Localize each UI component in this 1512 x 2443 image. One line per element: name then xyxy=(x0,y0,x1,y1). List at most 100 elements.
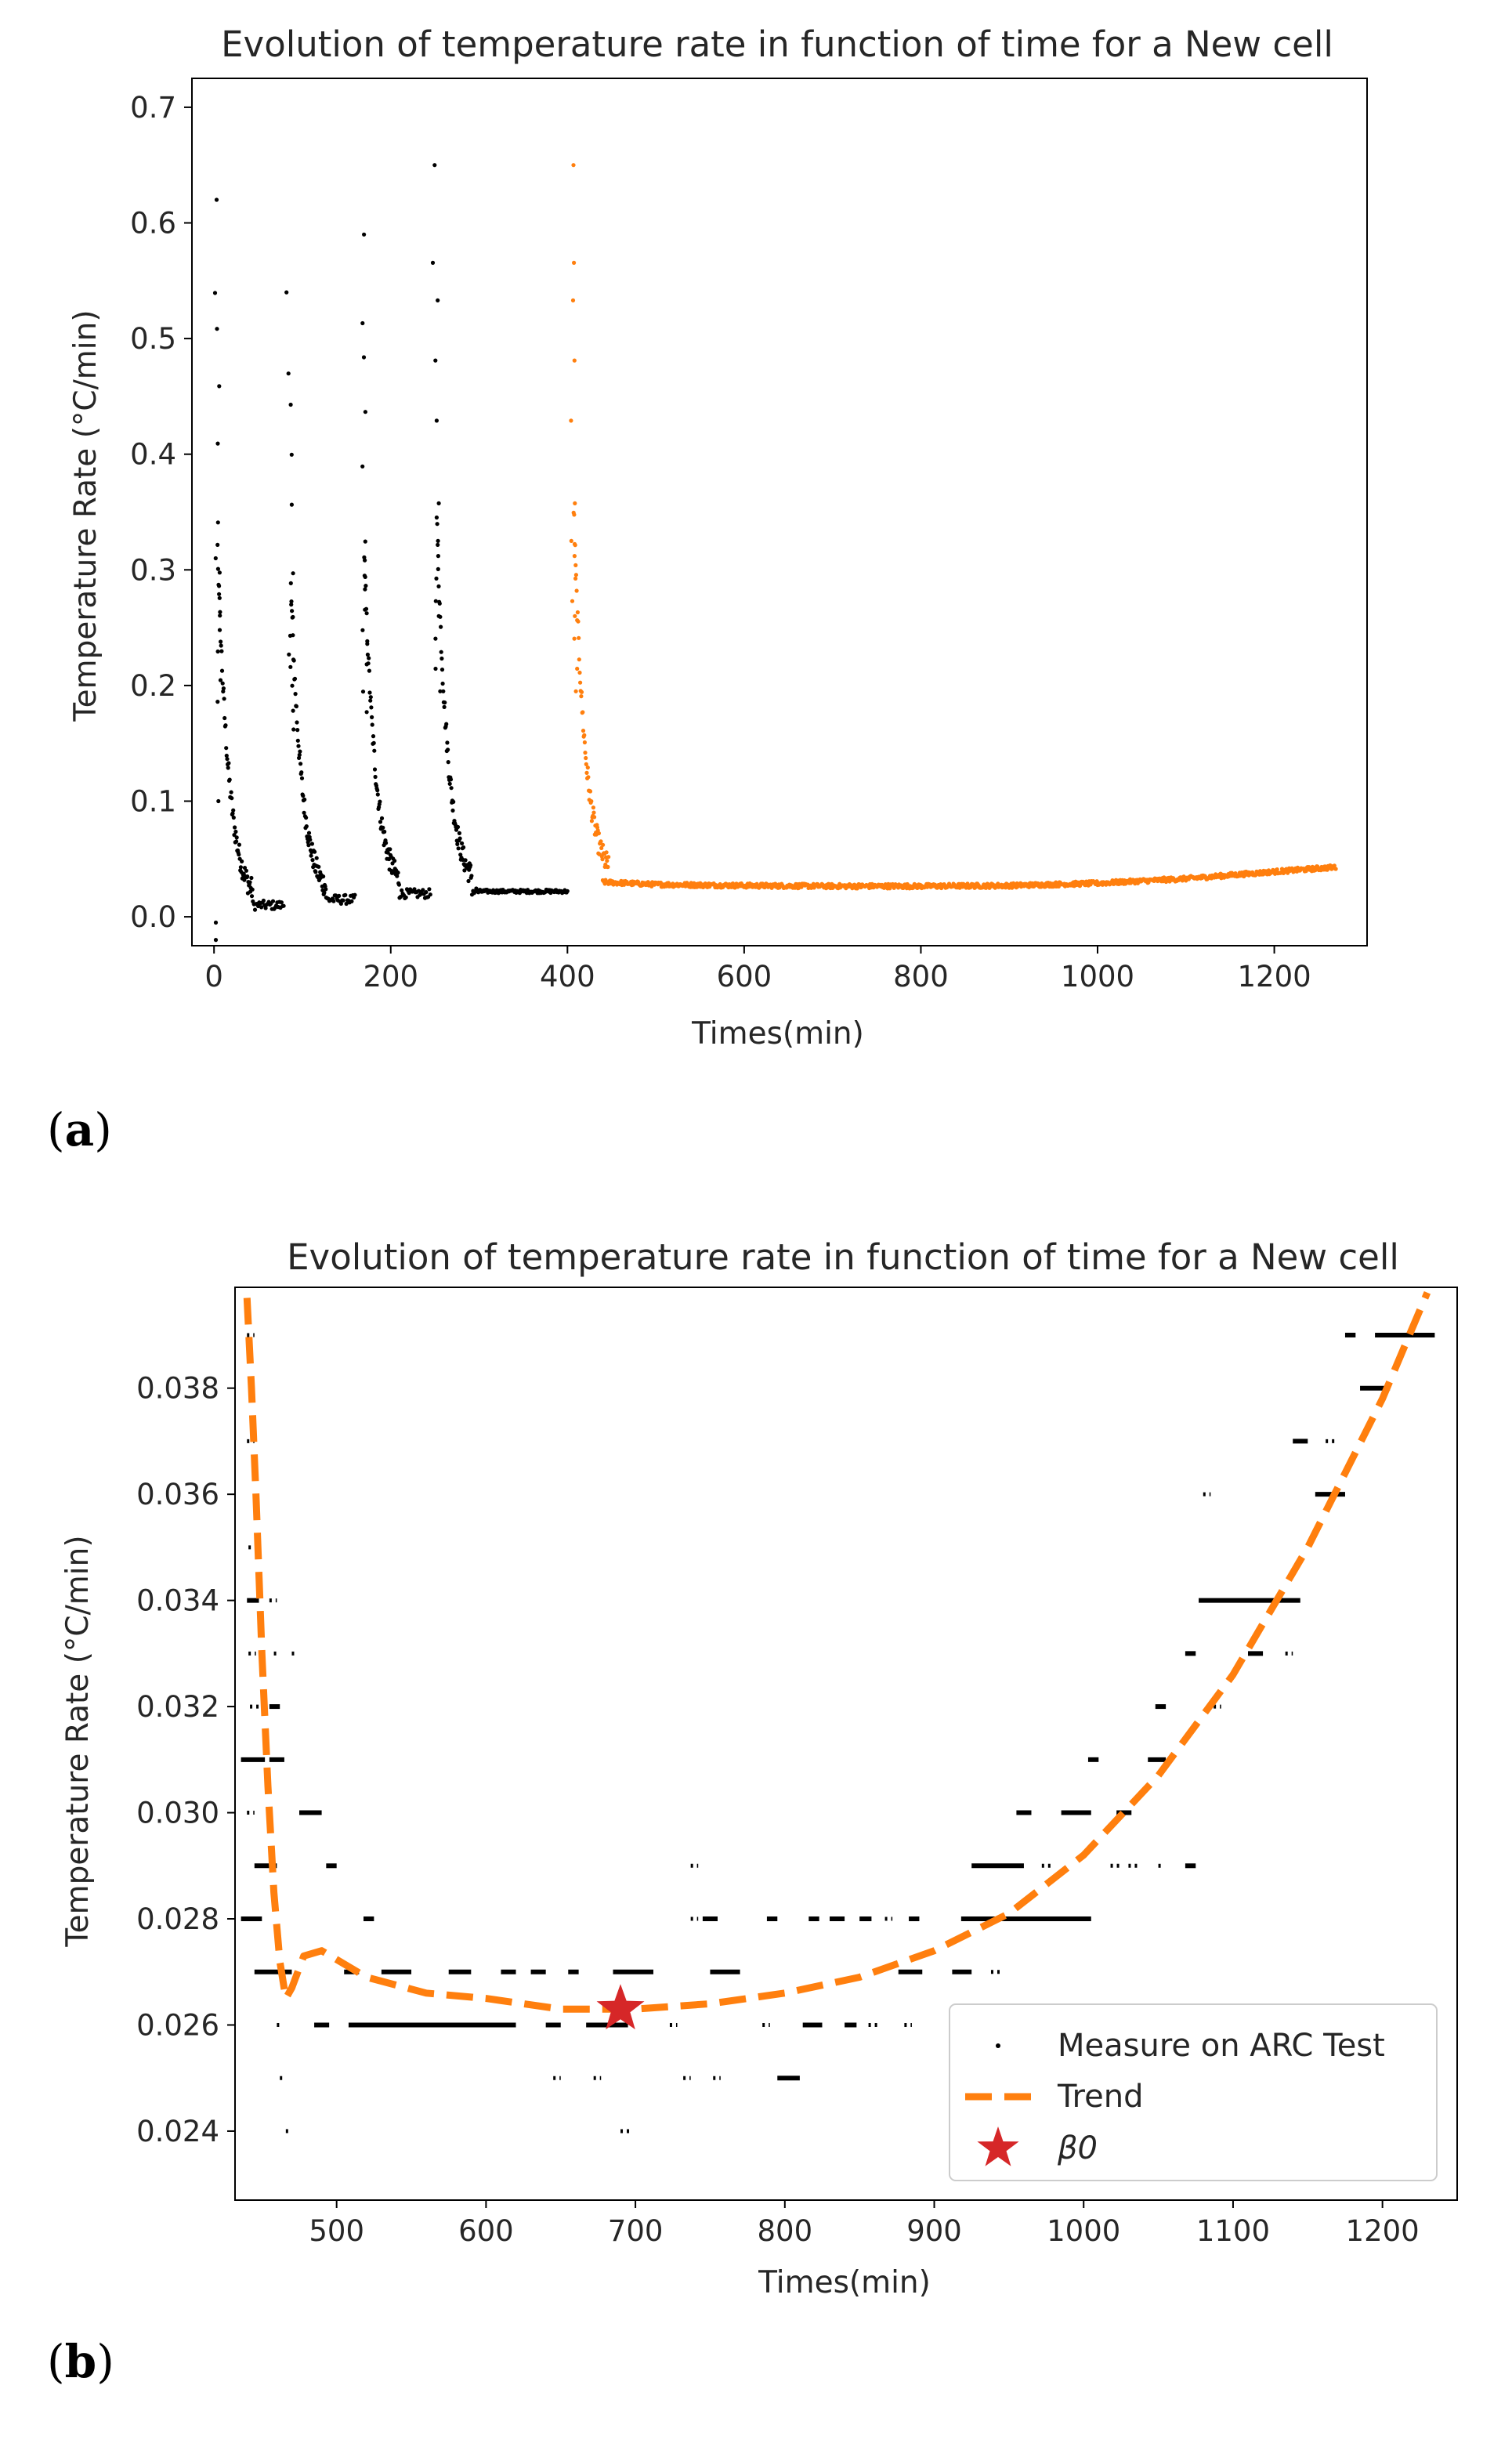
measure-point xyxy=(301,794,306,798)
measure-point xyxy=(468,863,473,867)
measure-point xyxy=(367,690,372,695)
chart-b-ylabel: Temperature Rate (°C/min) xyxy=(60,1535,96,1947)
measure-point xyxy=(213,556,218,561)
measure-point xyxy=(231,808,236,813)
measure-point xyxy=(375,792,380,797)
measure-point xyxy=(353,892,357,897)
measure-point xyxy=(436,538,440,544)
fitted-point xyxy=(569,538,573,544)
chart-b-xlabel: Times(min) xyxy=(758,2265,931,2300)
measure-point xyxy=(224,753,229,758)
measure-point xyxy=(368,695,373,700)
measure-point xyxy=(439,668,445,672)
measure-point xyxy=(337,893,342,898)
measure-point xyxy=(218,678,223,682)
measure-point xyxy=(432,163,437,168)
chart-b-legend: Measure on ARC Test Trend β0 xyxy=(949,2003,1438,2181)
measure-point xyxy=(372,748,377,753)
measure-point xyxy=(360,464,365,469)
measure-point xyxy=(306,843,311,848)
measure-point xyxy=(378,799,382,804)
measure-point xyxy=(233,825,237,830)
measure-point xyxy=(216,798,221,804)
y-tick-label: 0.2 xyxy=(130,669,176,703)
measure-point xyxy=(242,878,247,882)
x-tick-label: 600 xyxy=(458,2214,514,2248)
chart-b-frame xyxy=(234,1287,1458,2201)
measure-point xyxy=(445,740,450,745)
measure-point xyxy=(363,539,367,544)
measure-point xyxy=(215,520,220,525)
measure-point xyxy=(456,846,461,851)
y-tick-label: 0.024 xyxy=(136,2115,219,2148)
y-tick-label: 0.5 xyxy=(130,322,176,356)
measure-point xyxy=(365,652,370,657)
measure-point xyxy=(289,603,294,607)
measure-point xyxy=(249,875,254,881)
measure-point xyxy=(369,705,374,710)
measure-point xyxy=(440,681,445,686)
measure-point xyxy=(430,260,436,265)
measure-point xyxy=(245,874,250,879)
fitted-point xyxy=(570,599,575,603)
x-tick-label: 0 xyxy=(204,960,223,993)
measure-point xyxy=(361,355,367,360)
measure-point xyxy=(291,571,295,576)
fitted-point xyxy=(599,839,603,844)
measure-point xyxy=(396,870,400,875)
measure-point xyxy=(424,890,429,895)
measure-point xyxy=(433,636,438,641)
measure-point xyxy=(395,874,400,878)
measure-point xyxy=(433,599,438,603)
measure-point xyxy=(297,752,302,758)
measure-point xyxy=(297,755,302,761)
measure-point xyxy=(212,291,218,295)
measure-point xyxy=(362,232,367,237)
fitted-point xyxy=(572,260,577,265)
fitted-point xyxy=(573,573,579,577)
measure-point xyxy=(309,841,314,846)
fitted-point xyxy=(591,805,596,810)
measure-point xyxy=(363,410,367,414)
fitted-point xyxy=(578,680,583,685)
measure-point xyxy=(444,722,449,726)
measure-point xyxy=(363,574,367,580)
measure-point xyxy=(287,652,291,657)
measure-point xyxy=(294,704,298,709)
fitted-point xyxy=(583,751,588,755)
fitted-point xyxy=(571,163,576,168)
fitted-point xyxy=(579,689,584,694)
measure-point xyxy=(281,903,286,908)
fitted-point xyxy=(572,636,577,641)
y-tick-label: 0.034 xyxy=(136,1584,219,1618)
chart-b: Evolution of temperature rate in functio… xyxy=(60,1236,1458,2300)
fitted-point xyxy=(575,666,580,671)
measure-point xyxy=(279,900,284,905)
measure-point xyxy=(284,290,289,295)
measure-point xyxy=(226,761,231,765)
measure-point xyxy=(225,757,230,762)
measure-point xyxy=(222,697,226,701)
fitted-point xyxy=(718,881,722,887)
chart-b-title: Evolution of temperature rate in functio… xyxy=(287,1236,1399,1278)
measure-point xyxy=(238,865,243,870)
measure-point xyxy=(215,700,220,704)
measure-point xyxy=(370,722,374,727)
measure-point xyxy=(446,760,450,765)
measure-point xyxy=(384,841,389,845)
measure-point xyxy=(219,668,225,673)
x-tick-label: 800 xyxy=(757,2214,812,2248)
fitted-point xyxy=(604,850,609,855)
measure-point xyxy=(230,811,235,816)
measure-point xyxy=(261,898,266,903)
measure-point xyxy=(403,895,408,899)
measure-point xyxy=(317,864,321,869)
fitted-point xyxy=(1304,869,1308,874)
measure-point xyxy=(313,870,318,874)
measure-point xyxy=(443,700,447,705)
measure-point xyxy=(234,835,239,840)
measure-point xyxy=(439,624,443,629)
measure-point xyxy=(237,852,241,857)
measure-point xyxy=(392,859,397,863)
measure-point xyxy=(215,542,220,548)
